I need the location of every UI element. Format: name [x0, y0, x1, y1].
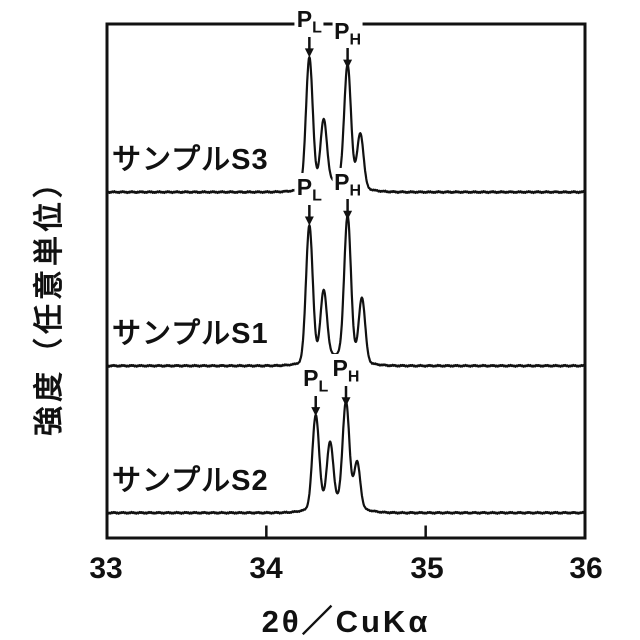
y-axis-title: 強度（任意単位）: [33, 164, 66, 436]
peak-arrow-head-pl-top: [304, 48, 314, 58]
x-axis-title: 2θ／CuKα: [261, 604, 431, 639]
xrd-trace-top: [106, 56, 586, 195]
x-tick-label-35: 35: [410, 552, 444, 585]
peak-arrow-head-ph-bottom: [341, 397, 351, 407]
x-tick-label-33: 33: [89, 552, 123, 585]
plot-border: [105, 22, 587, 540]
peak-arrow-head-pl-middle: [304, 216, 314, 226]
x-tick-label-34: 34: [249, 552, 283, 585]
peak-arrow-head-ph-top: [343, 59, 353, 69]
xrd-trace-bottom: [106, 400, 586, 515]
x-tick-label-36: 36: [569, 552, 603, 585]
peak-arrow-head-ph-middle: [343, 210, 353, 220]
xrd-trace-middle: [106, 214, 586, 368]
peak-arrow-head-pl-bottom: [311, 407, 321, 417]
